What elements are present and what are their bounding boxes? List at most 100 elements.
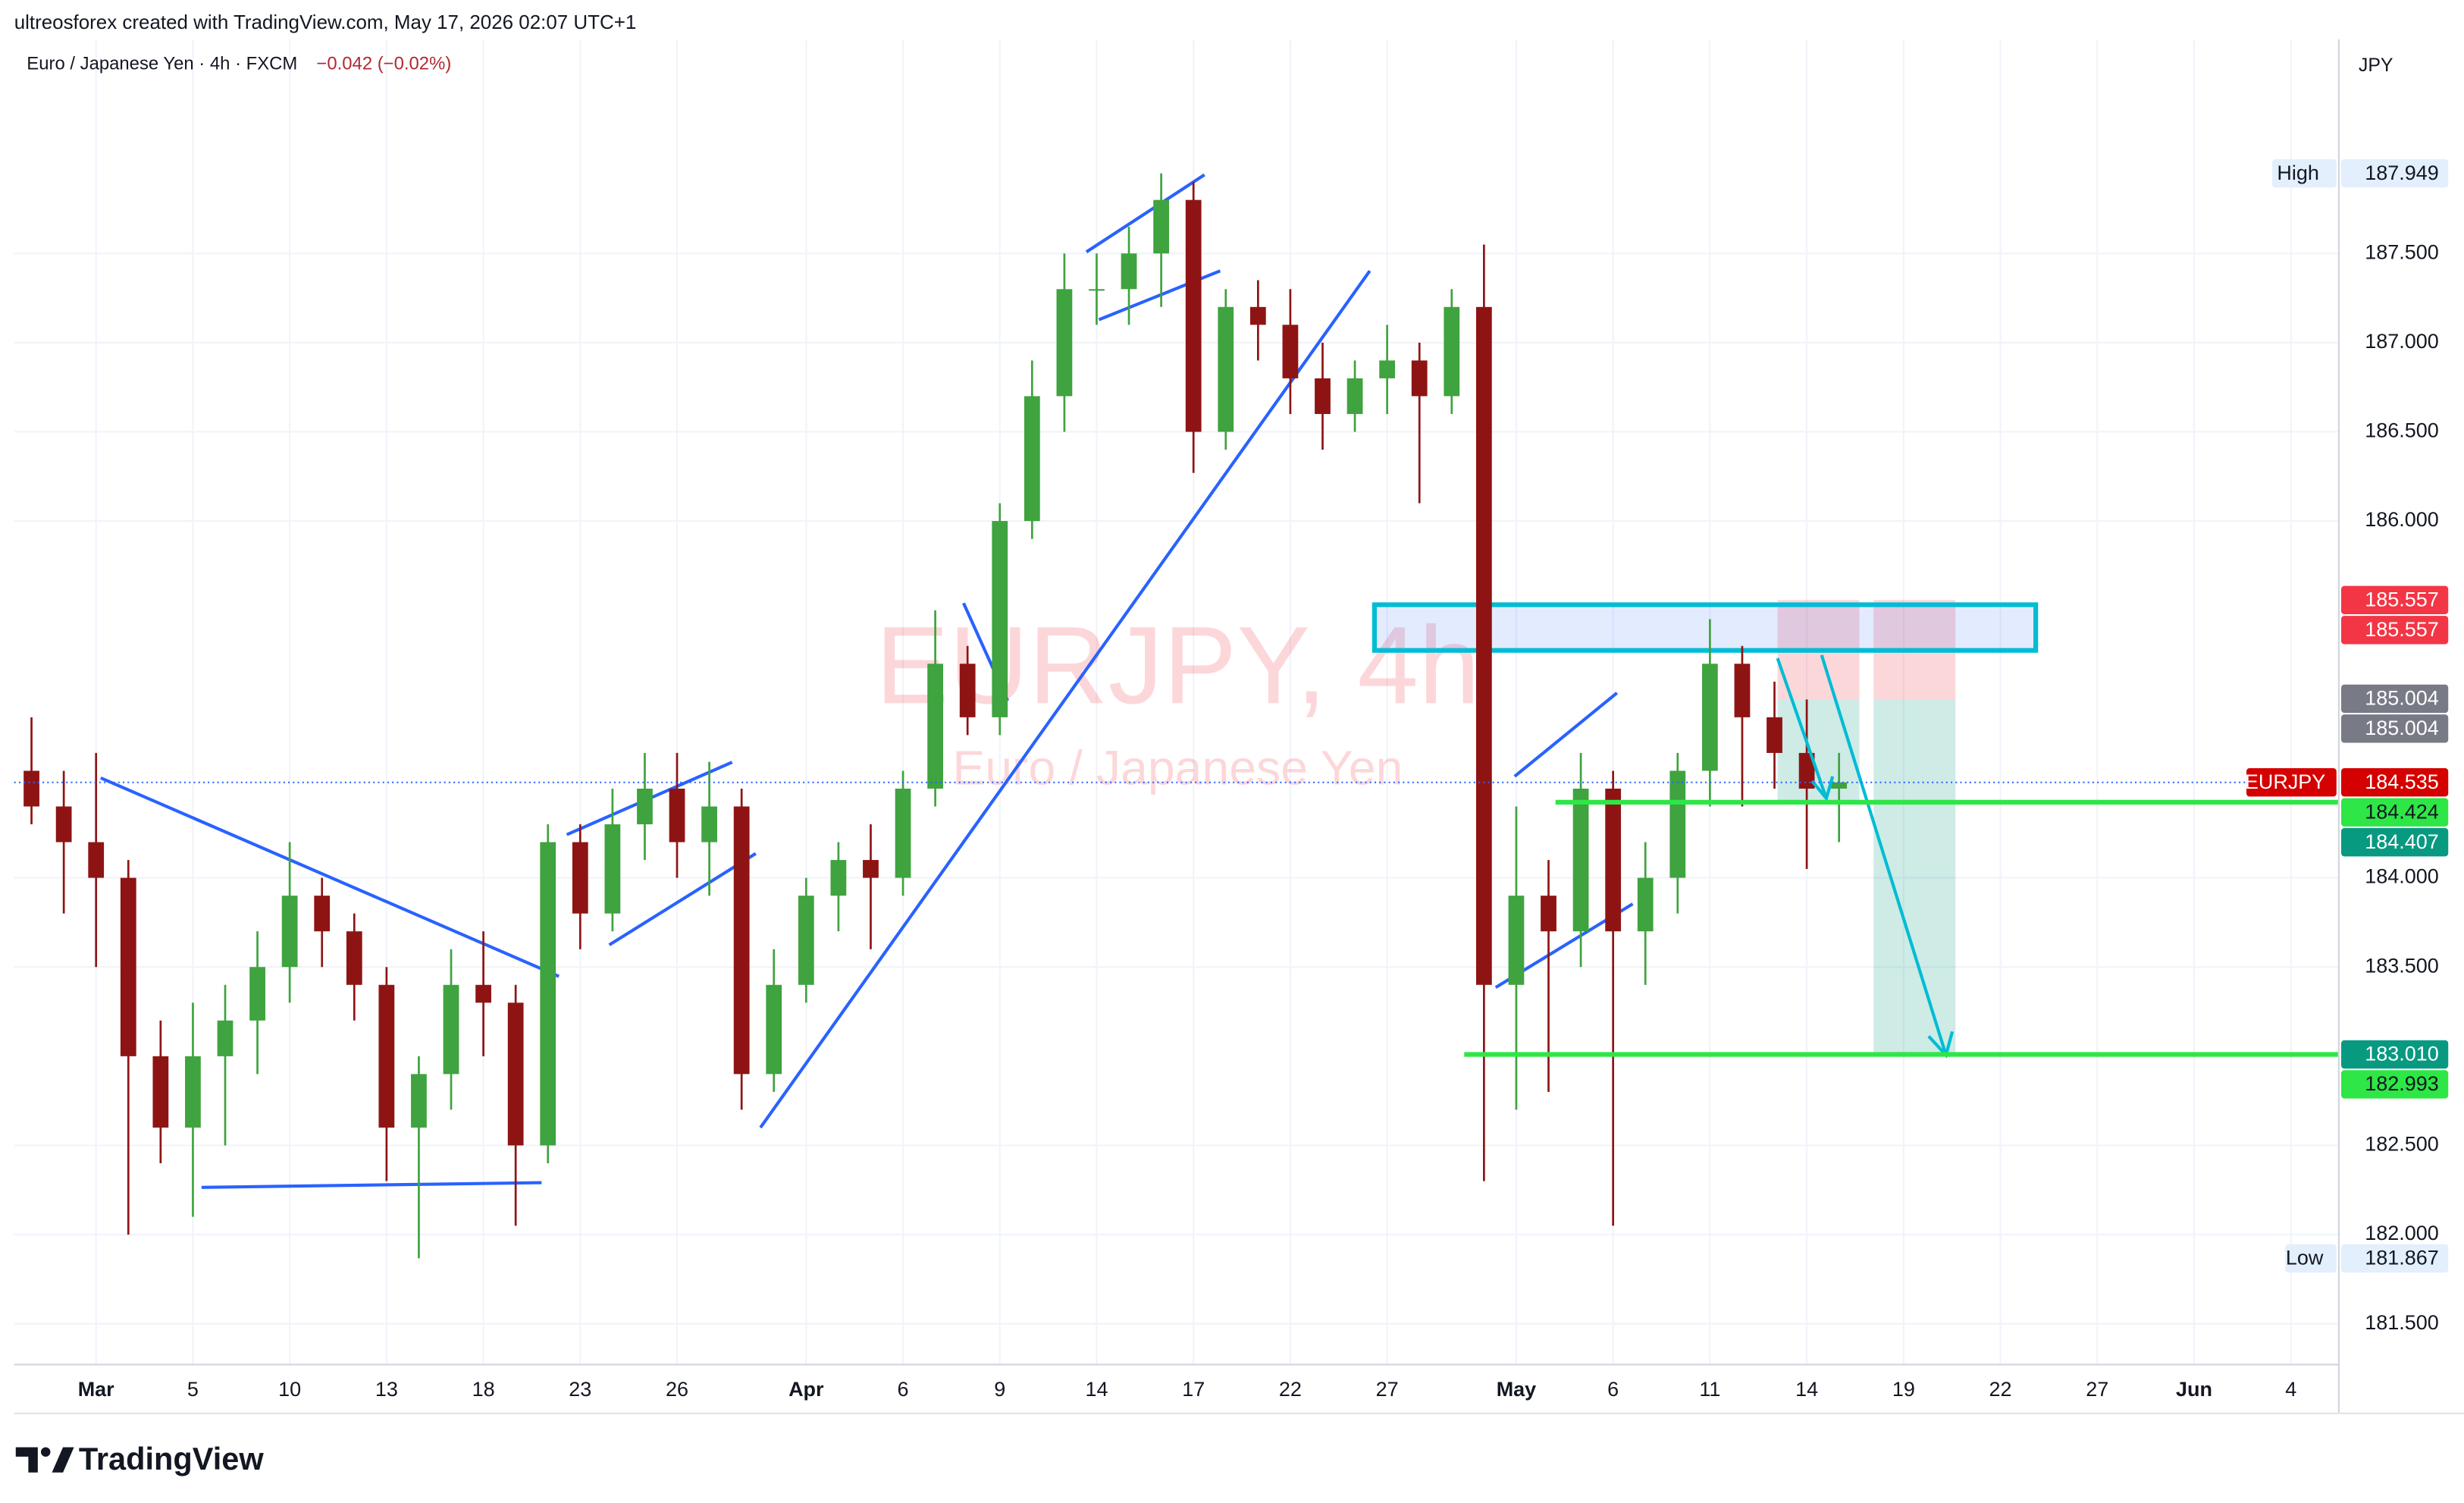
x-tick-label: 27 xyxy=(1376,1378,1399,1401)
candle-body xyxy=(572,842,588,914)
price-badge-label: 185.004 xyxy=(2365,717,2439,739)
y-tick-label: 181.500 xyxy=(2365,1311,2439,1334)
candle-body xyxy=(1282,325,1299,378)
price-badge xyxy=(2341,1070,2449,1099)
price-badge xyxy=(2341,768,2449,797)
watermark-title: EURJPY, 4h xyxy=(876,603,1480,726)
candle-body xyxy=(346,931,362,985)
candle-body xyxy=(540,842,556,1146)
candle-body xyxy=(701,806,717,842)
candle-body xyxy=(1734,664,1751,717)
candle-body xyxy=(637,788,653,825)
logo-mark xyxy=(15,1447,38,1473)
candle-body xyxy=(1798,752,1815,789)
candle-body xyxy=(1218,306,1234,432)
candle-body xyxy=(1411,360,1428,397)
x-tick-label: 11 xyxy=(1699,1378,1720,1401)
axes: 181.500 182.000 182.500 183.500 184.000 186.0… xyxy=(78,158,2449,1401)
y-tick-label: 184.000 xyxy=(2365,865,2439,888)
candle-body xyxy=(733,806,750,1075)
price-badge-label: 183.010 xyxy=(2365,1043,2439,1065)
candle-body xyxy=(1089,289,1105,291)
y-tick-label: 186.500 xyxy=(2365,419,2439,442)
y-tick-label: 183.500 xyxy=(2365,954,2439,977)
price-badge xyxy=(2341,827,2449,857)
x-tick-label: 14 xyxy=(1795,1378,1818,1401)
x-tick-label: 14 xyxy=(1085,1378,1108,1401)
price-badge-label: 184.535 xyxy=(2365,770,2439,793)
candle-body xyxy=(895,788,911,878)
supply-zone xyxy=(1372,602,2039,653)
x-tick-label: Mar xyxy=(78,1378,114,1401)
x-tick-label: Jun xyxy=(2176,1378,2212,1401)
price-tag xyxy=(2285,1244,2337,1273)
price-tag-label: High xyxy=(2277,162,2319,184)
candles xyxy=(24,173,1848,1259)
candle-body xyxy=(1508,896,1525,985)
price-badge-label: 185.004 xyxy=(2365,687,2439,710)
x-tick-label: 6 xyxy=(898,1378,909,1401)
candle-body xyxy=(992,521,1008,717)
x-tick-label: 9 xyxy=(994,1378,1005,1401)
price-badge-label: 185.557 xyxy=(2365,588,2439,610)
candle-body xyxy=(604,824,621,914)
candle-body xyxy=(120,877,136,1056)
candle-body xyxy=(1541,896,1556,932)
candle-body xyxy=(24,770,39,807)
trend-line xyxy=(759,269,1372,1129)
x-tick-label: 27 xyxy=(2086,1378,2108,1401)
logo-mark xyxy=(40,1447,51,1457)
candle-body xyxy=(959,664,976,717)
candle-body xyxy=(1185,199,1202,432)
candle-body xyxy=(1637,877,1654,932)
trend-line xyxy=(1513,692,1619,778)
price-badge xyxy=(2341,684,2449,714)
candle-body xyxy=(1346,378,1363,414)
candle-body xyxy=(1766,717,1782,753)
price-tag-label: Low xyxy=(2286,1247,2324,1269)
price-badge xyxy=(2341,616,2449,645)
caption: ultreosforex created with TradingView.co… xyxy=(14,12,637,33)
symbol-info: Euro / Japanese Yen · 4h · FXCM xyxy=(27,53,297,74)
candle-body xyxy=(185,1056,201,1128)
candle-body xyxy=(1315,378,1331,414)
price-tag xyxy=(2246,768,2337,797)
price-badge xyxy=(2341,1040,2449,1069)
y-tick-label: 187.000 xyxy=(2365,330,2439,353)
trend-line xyxy=(1085,173,1205,254)
candle-body xyxy=(378,984,395,1128)
candle-body xyxy=(1444,306,1460,397)
candle-body xyxy=(1475,306,1492,985)
currency: JPY xyxy=(2359,55,2393,76)
reward-zone xyxy=(1873,699,1956,1056)
x-tick-label: 22 xyxy=(1989,1378,2012,1401)
candle-body xyxy=(507,1003,524,1146)
logo-mark xyxy=(52,1447,74,1473)
price-badge-label: 184.424 xyxy=(2365,800,2439,823)
candle-body xyxy=(249,967,265,1021)
x-tick-label: 10 xyxy=(278,1378,301,1401)
price-badge-label: 182.993 xyxy=(2365,1072,2439,1095)
candle-body xyxy=(281,896,298,968)
candle-body xyxy=(1605,788,1622,932)
price-badge xyxy=(2341,798,2449,827)
x-tick-label: 22 xyxy=(1279,1378,1302,1401)
candle-body xyxy=(411,1074,427,1128)
x-tick-label: 23 xyxy=(569,1378,591,1401)
price-badge xyxy=(2341,585,2449,615)
candle-body xyxy=(55,806,72,842)
price-badge xyxy=(2341,158,2449,188)
candle-body xyxy=(314,896,331,932)
candle-body xyxy=(830,860,847,896)
candle-body xyxy=(1831,782,1848,789)
candle-body xyxy=(1572,788,1589,932)
trend-line xyxy=(608,852,757,946)
candle-body xyxy=(669,788,685,842)
candle-body xyxy=(443,984,459,1075)
arrow xyxy=(1776,657,1835,802)
candle-body xyxy=(217,1020,234,1056)
price-badge xyxy=(2341,714,2449,743)
x-tick-label: May xyxy=(1497,1378,1537,1401)
watermark-subtitle: Euro / Japanese Yen xyxy=(952,741,1403,795)
